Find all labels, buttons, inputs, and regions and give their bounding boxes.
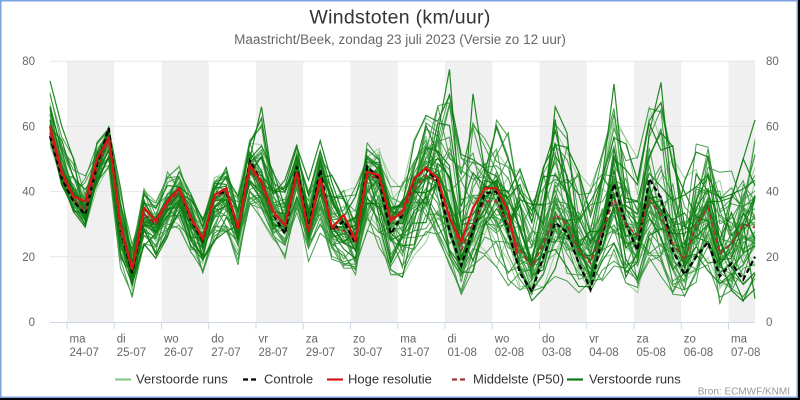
svg-text:60: 60 [22,121,35,133]
svg-text:di: di [117,334,126,346]
svg-text:40: 40 [766,187,779,199]
svg-text:05-08: 05-08 [637,347,666,359]
svg-text:ma: ma [731,334,748,346]
svg-text:03-08: 03-08 [542,347,571,359]
svg-text:02-08: 02-08 [495,347,524,359]
svg-text:29-07: 29-07 [306,347,335,359]
svg-text:26-07: 26-07 [164,347,193,359]
svg-text:zo: zo [684,334,696,346]
svg-text:Controle: Controle [264,372,313,387]
svg-text:Maastricht/Beek, zondag 23 jul: Maastricht/Beek, zondag 23 juli 2023 (Ve… [234,32,566,47]
svg-text:do: do [211,334,224,346]
svg-text:60: 60 [766,121,779,133]
svg-text:40: 40 [22,187,35,199]
svg-text:01-08: 01-08 [448,347,477,359]
svg-text:ma: ma [70,334,87,346]
svg-text:07-08: 07-08 [731,347,760,359]
svg-text:wo: wo [163,334,179,346]
svg-text:25-07: 25-07 [117,347,146,359]
svg-text:vr: vr [259,334,269,346]
svg-text:20: 20 [22,252,35,264]
svg-text:80: 80 [766,56,779,68]
svg-text:Bron: ECMWF/KNMI: Bron: ECMWF/KNMI [698,387,790,398]
svg-text:24-07: 24-07 [70,347,99,359]
svg-text:06-08: 06-08 [684,347,713,359]
svg-text:30-07: 30-07 [353,347,382,359]
svg-text:zo: zo [353,334,365,346]
svg-text:ma: ma [400,334,417,346]
svg-text:Windstoten (km/uur): Windstoten (km/uur) [309,7,490,29]
svg-text:za: za [637,334,650,346]
svg-text:di: di [448,334,457,346]
svg-text:0: 0 [29,317,35,329]
svg-text:vr: vr [589,334,599,346]
svg-text:27-07: 27-07 [211,347,240,359]
svg-text:31-07: 31-07 [400,347,429,359]
svg-text:Verstoorde runs: Verstoorde runs [589,372,681,387]
svg-text:wo: wo [494,334,510,346]
svg-text:20: 20 [766,252,779,264]
svg-text:Middelste (P50): Middelste (P50) [473,372,564,387]
svg-text:Hoge resolutie: Hoge resolutie [348,372,432,387]
svg-text:0: 0 [766,317,772,329]
svg-text:28-07: 28-07 [259,347,288,359]
svg-text:80: 80 [22,56,35,68]
svg-text:za: za [306,334,319,346]
svg-text:Verstoorde runs: Verstoorde runs [136,372,228,387]
svg-text:do: do [542,334,555,346]
svg-text:04-08: 04-08 [589,347,618,359]
